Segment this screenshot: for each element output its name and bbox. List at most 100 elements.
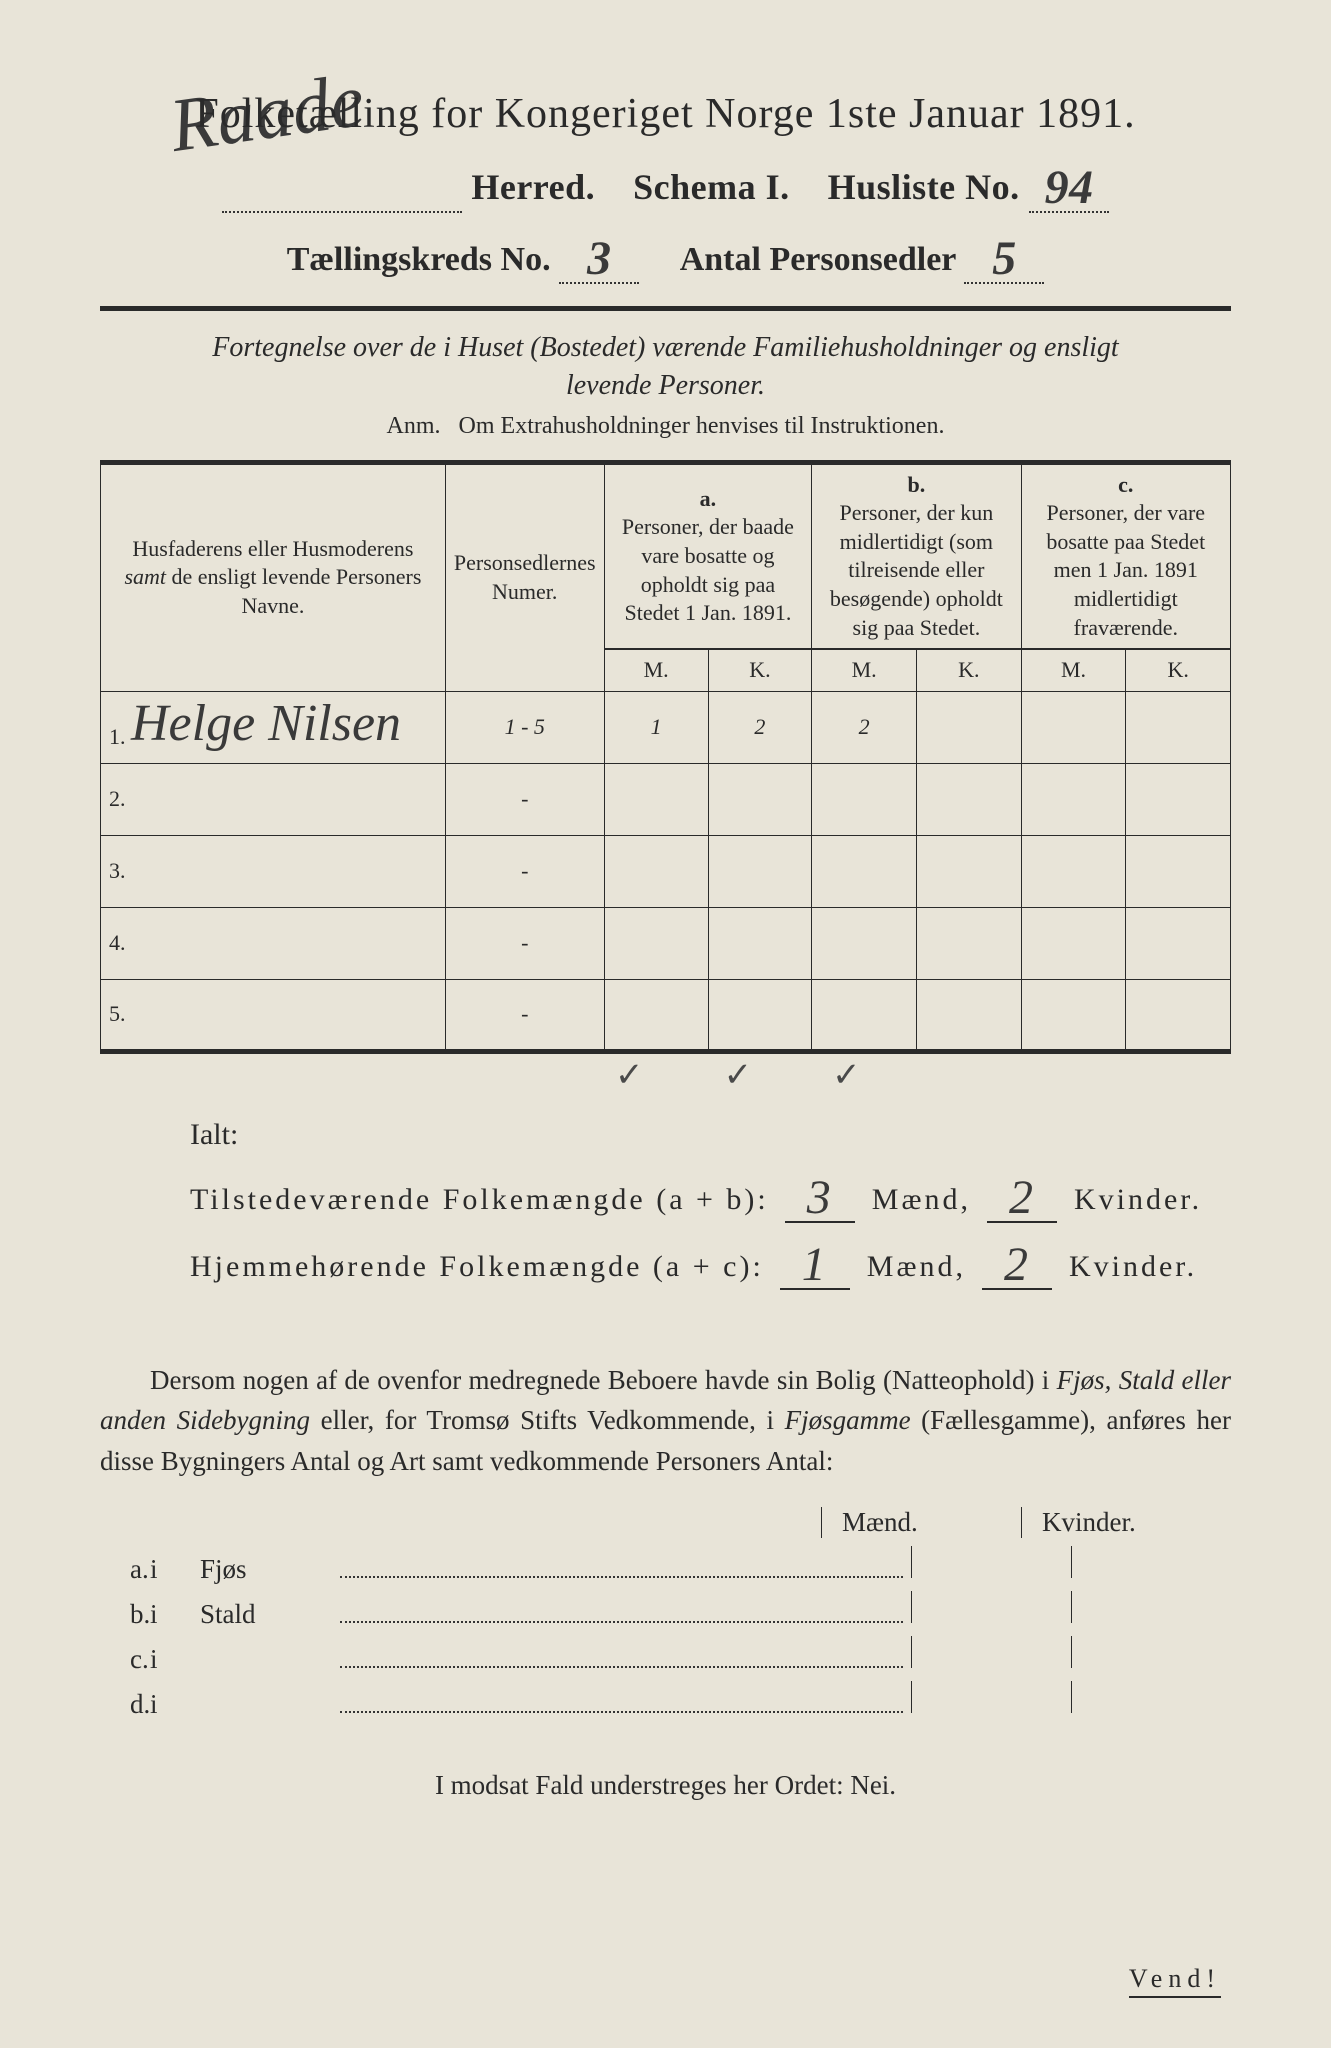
person-nums: - (445, 763, 604, 835)
form-header: Raade Folketælling for Kongeriget Norge … (100, 90, 1231, 284)
ob-row: a. i Fjøs (100, 1546, 1231, 1585)
hjemme-label: Hjemmehørende Folkemængde (a + c): (190, 1250, 764, 1283)
census-form-page: Raade Folketælling for Kongeriget Norge … (0, 0, 1331, 2048)
cell-ak: 2 (708, 691, 812, 763)
ob-i: i (150, 1644, 200, 1675)
ob-dots (340, 1549, 903, 1579)
subtitle-line-2: levende Personer. (566, 370, 765, 401)
ob-i: i (150, 1554, 200, 1585)
ob-i: i (150, 1689, 200, 1720)
header-line-3: Tællingskreds No. 3 Antal Personsedler 5 (100, 227, 1231, 284)
c-text: Personer, der vare bosatte paa Stedet me… (1046, 500, 1205, 639)
husliste-field: 94 (1029, 156, 1109, 213)
maend-label: Mænd, (872, 1183, 971, 1216)
c-k-header: K. (1126, 650, 1231, 692)
form-title: Folketælling for Kongeriget Norge 1ste J… (100, 90, 1231, 138)
row-number: 2. (101, 763, 446, 835)
b-label: b. (908, 472, 926, 497)
c-m-header: M. (1021, 650, 1126, 692)
ob-m-col (911, 1681, 1071, 1713)
a-m-header: M. (604, 650, 708, 692)
subtitle-line-1: Fortegnelse over de i Huset (Bostedet) v… (212, 332, 1118, 363)
ob-letter: b. (100, 1599, 150, 1630)
kreds-field: 3 (559, 227, 639, 284)
anm-label: Anm. (387, 413, 441, 439)
ob-i: i (150, 1599, 200, 1630)
tilstede-line: Tilstedeværende Folkemængde (a + b): 3 M… (190, 1166, 1231, 1223)
person-nums: - (445, 979, 604, 1051)
person-nums: - (445, 835, 604, 907)
herred-label: Herred. (471, 167, 595, 207)
header-line-2: Herred. Schema I. Husliste No. 94 (100, 156, 1231, 213)
table-row: 5. - (101, 979, 1231, 1051)
b-m-header: M. (812, 650, 917, 692)
col-header-b: b. Personer, der kun midlertidigt (som t… (812, 462, 1021, 649)
ob-m-col (911, 1636, 1071, 1668)
kvinder-label: Kvinder. (1069, 1250, 1197, 1283)
kreds-label: Tællingskreds No. (287, 241, 551, 278)
hjemme-m: 1 (802, 1238, 829, 1291)
table-body: 1. Helge Nilsen 1 - 5 1 2 2 2. - 3. - 4. (101, 691, 1231, 1051)
household-table: Husfaderens eller Husmoderens samt de en… (100, 460, 1231, 1054)
ob-dots (340, 1594, 903, 1624)
schema-label: Schema I. (633, 167, 790, 207)
ob-maend-header: Mænd. (821, 1507, 981, 1538)
cell-cm (1021, 691, 1126, 763)
b-text: Personer, der kun midlertidigt (som tilr… (830, 500, 1003, 639)
row-number: 4. (101, 907, 446, 979)
ob-m-col (911, 1591, 1071, 1623)
header-rule (100, 306, 1231, 311)
row-number: 1. (109, 724, 126, 749)
checkmark-row: ✓ ✓ ✓ (100, 1054, 1231, 1096)
cell-ck (1126, 691, 1231, 763)
ob-letter: c. (100, 1644, 150, 1675)
check-row-table: ✓ ✓ ✓ (100, 1054, 1231, 1096)
vend-label: Vend! (1129, 1964, 1221, 1998)
ob-dots (340, 1639, 903, 1669)
col-header-name: Husfaderens eller Husmoderens samt de en… (101, 462, 446, 691)
b-k-header: K. (917, 650, 1022, 692)
husliste-value: 94 (1045, 161, 1094, 214)
person-nums: - (445, 907, 604, 979)
check-mark: ✓ (792, 1054, 901, 1096)
form-subtitle: Fortegnelse over de i Huset (Bostedet) v… (100, 329, 1231, 405)
col-header-c: c. Personer, der vare bosatte paa Stedet… (1021, 462, 1230, 649)
row-number: 5. (101, 979, 446, 1051)
nei-line: I modsat Fald understreges her Ordet: Ne… (100, 1770, 1231, 1801)
husliste-label: Husliste No. (828, 167, 1020, 207)
ob-header: Mænd. Kvinder. (100, 1507, 1231, 1538)
kreds-value: 3 (587, 232, 611, 285)
tilstede-k: 2 (1009, 1171, 1036, 1224)
ialt-label: Ialt: (190, 1118, 1231, 1152)
col-header-a: a. Personer, der baade vare bosatte og o… (604, 462, 812, 649)
cell-bk (917, 691, 1022, 763)
ob-k-col (1071, 1591, 1231, 1623)
a-text: Personer, der baade vare bosatte og opho… (622, 514, 794, 625)
ob-row: b. i Stald (100, 1591, 1231, 1630)
ob-m-col (911, 1546, 1071, 1578)
ob-letter: d. (100, 1689, 150, 1720)
ob-kvinder-header: Kvinder. (1021, 1507, 1181, 1538)
ob-dots (340, 1684, 903, 1714)
check-mark: ✓ (684, 1054, 793, 1096)
maend-label: Mænd, (867, 1250, 966, 1283)
c-label: c. (1118, 472, 1133, 497)
totals-block: Ialt: Tilstedeværende Folkemængde (a + b… (190, 1118, 1231, 1290)
table-row: 3. - (101, 835, 1231, 907)
antal-label: Antal Personsedler (680, 241, 956, 278)
person-name: Helge Nilsen (131, 695, 401, 752)
kvinder-label: Kvinder. (1074, 1183, 1202, 1216)
outbuilding-paragraph: Dersom nogen af de ovenfor medregnede Be… (100, 1360, 1231, 1482)
hjemme-k: 2 (1004, 1238, 1031, 1291)
person-nums: 1 - 5 (445, 691, 604, 763)
cell-am: 1 (604, 691, 708, 763)
outbuildings-block: Mænd. Kvinder. a. i Fjøs b. i Stald c. i (100, 1507, 1231, 1720)
ob-k-col (1071, 1636, 1231, 1668)
table-row: 1. Helge Nilsen 1 - 5 1 2 2 (101, 691, 1231, 763)
antal-field: 5 (964, 227, 1044, 284)
antal-value: 5 (992, 232, 1016, 285)
ob-row: c. i (100, 1636, 1231, 1675)
check-mark: ✓ (575, 1054, 684, 1096)
ob-k-col (1071, 1681, 1231, 1713)
ob-k-col (1071, 1546, 1231, 1578)
